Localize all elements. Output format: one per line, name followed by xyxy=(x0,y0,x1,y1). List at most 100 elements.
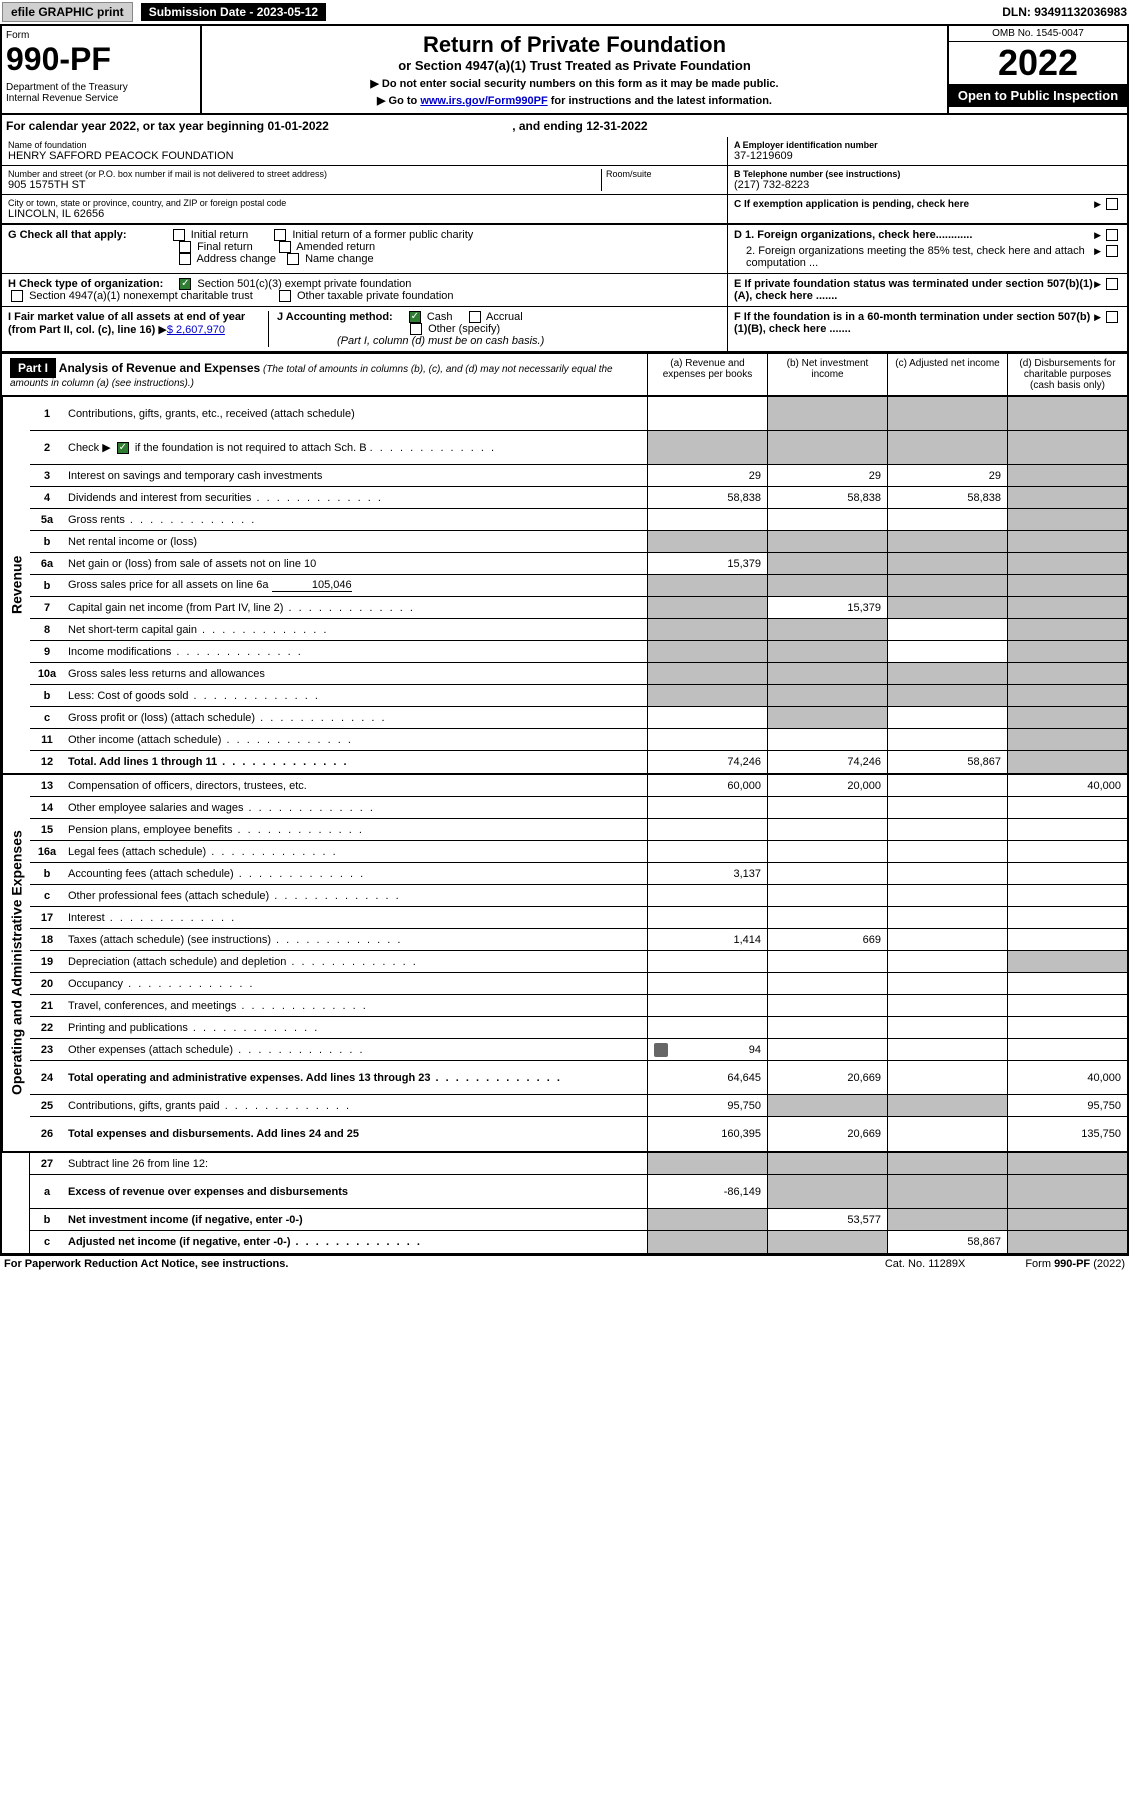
j-note: (Part I, column (d) must be on cash basi… xyxy=(337,335,544,347)
line-19-desc: Depreciation (attach schedule) and deple… xyxy=(64,954,647,970)
j-accrual-checkbox[interactable] xyxy=(469,311,481,323)
c-checkbox[interactable] xyxy=(1106,198,1118,210)
line-3-desc: Interest on savings and temporary cash i… xyxy=(64,468,647,484)
line-5a-desc: Gross rents xyxy=(64,512,647,528)
ein-value: 37-1219609 xyxy=(734,150,1121,162)
line-6a-desc: Net gain or (loss) from sale of assets n… xyxy=(64,556,647,572)
r3-a: 29 xyxy=(647,465,767,486)
revenue-table: Revenue 1Contributions, gifts, grants, e… xyxy=(0,397,1129,775)
g-final-checkbox[interactable] xyxy=(179,241,191,253)
f-label: F If the foundation is in a 60-month ter… xyxy=(734,311,1094,347)
dln-text: DLN: 93491132036983 xyxy=(1002,5,1127,19)
i-value: $ 2,607,970 xyxy=(167,324,225,336)
r7-b: 15,379 xyxy=(767,597,887,618)
arrow-icon xyxy=(1094,311,1103,347)
h-other-checkbox[interactable] xyxy=(279,290,291,302)
line-24-desc: Total operating and administrative expen… xyxy=(64,1070,647,1086)
g-former-checkbox[interactable] xyxy=(274,229,286,241)
form-link[interactable]: www.irs.gov/Form990PF xyxy=(420,95,547,107)
part1-header-row: Part I Analysis of Revenue and Expenses … xyxy=(0,353,1129,397)
r13-b: 20,000 xyxy=(767,775,887,796)
phone-value: (217) 732-8223 xyxy=(734,179,1121,191)
r24-a: 64,645 xyxy=(647,1061,767,1094)
title-note1: ▶ Do not enter social security numbers o… xyxy=(208,77,941,90)
d1-label: D 1. Foreign organizations, check here..… xyxy=(734,229,1094,241)
footer-left: For Paperwork Reduction Act Notice, see … xyxy=(4,1258,288,1270)
title-note2: ▶ Go to www.irs.gov/Form990PF for instru… xyxy=(208,94,941,107)
line-16b-desc: Accounting fees (attach schedule) xyxy=(64,866,647,882)
r3-b: 29 xyxy=(767,465,887,486)
h-4947-checkbox[interactable] xyxy=(11,290,23,302)
j-cash-checkbox[interactable] xyxy=(409,311,421,323)
line-1-desc: Contributions, gifts, grants, etc., rece… xyxy=(64,406,647,422)
line-16a-desc: Legal fees (attach schedule) xyxy=(64,844,647,860)
r18-b: 669 xyxy=(767,929,887,950)
r4-c: 58,838 xyxy=(887,487,1007,508)
j-label: J Accounting method: xyxy=(277,311,393,323)
h-label: H Check type of organization: xyxy=(8,278,163,290)
r6a-a: 15,379 xyxy=(647,553,767,574)
r4-a: 58,838 xyxy=(647,487,767,508)
line-10a-desc: Gross sales less returns and allowances xyxy=(64,666,647,682)
g-initial-checkbox[interactable] xyxy=(173,229,185,241)
attachment-icon[interactable] xyxy=(654,1043,668,1057)
line-9-desc: Income modifications xyxy=(64,644,647,660)
form-header: Form 990-PF Department of the TreasuryIn… xyxy=(0,24,1129,115)
expenses-table: Operating and Administrative Expenses 13… xyxy=(0,775,1129,1153)
part1-title: Analysis of Revenue and Expenses xyxy=(59,361,260,375)
r23-a: 94 xyxy=(647,1039,767,1060)
footer-mid: Cat. No. 11289X xyxy=(885,1258,966,1270)
r27a-a: -86,149 xyxy=(647,1175,767,1208)
line-8-desc: Net short-term capital gain xyxy=(64,622,647,638)
h-501c3-checkbox[interactable] xyxy=(179,278,191,290)
d1-checkbox[interactable] xyxy=(1106,229,1118,241)
line-26-desc: Total expenses and disbursements. Add li… xyxy=(64,1126,647,1142)
revenue-side-label: Revenue xyxy=(2,397,30,773)
schb-checkbox[interactable] xyxy=(117,442,129,454)
r26-a: 160,395 xyxy=(647,1117,767,1151)
title-sub: or Section 4947(a)(1) Trust Treated as P… xyxy=(208,58,941,73)
section-h-e-row: H Check type of organization: Section 50… xyxy=(0,274,1129,307)
address: 905 1575TH ST xyxy=(8,179,601,191)
line-10b-desc: Less: Cost of goods sold xyxy=(64,688,647,704)
r12-b: 74,246 xyxy=(767,751,887,773)
r12-c: 58,867 xyxy=(887,751,1007,773)
section-g-d-row: G Check all that apply: Initial return I… xyxy=(0,225,1129,274)
efile-button[interactable]: efile GRAPHIC print xyxy=(2,2,133,22)
section-i-j-f-row: I Fair market value of all assets at end… xyxy=(0,307,1129,353)
line-5b-desc: Net rental income or (loss) xyxy=(64,534,647,550)
line-17-desc: Interest xyxy=(64,910,647,926)
g-amended-checkbox[interactable] xyxy=(279,241,291,253)
top-bar: efile GRAPHIC print Submission Date - 20… xyxy=(0,0,1129,24)
j-other-checkbox[interactable] xyxy=(410,323,422,335)
f-checkbox[interactable] xyxy=(1106,311,1118,323)
line-12-desc: Total. Add lines 1 through 11 xyxy=(64,754,647,770)
addr-label: Number and street (or P.O. box number if… xyxy=(8,169,601,179)
d2-checkbox[interactable] xyxy=(1106,245,1118,257)
g-name-checkbox[interactable] xyxy=(287,253,299,265)
line-4-desc: Dividends and interest from securities xyxy=(64,490,647,506)
line-16c-desc: Other professional fees (attach schedule… xyxy=(64,888,647,904)
line-11-desc: Other income (attach schedule) xyxy=(64,732,647,748)
line-15-desc: Pension plans, employee benefits xyxy=(64,822,647,838)
g-address-checkbox[interactable] xyxy=(179,253,191,265)
line-18-desc: Taxes (attach schedule) (see instruction… xyxy=(64,932,647,948)
e-checkbox[interactable] xyxy=(1106,278,1118,290)
line-25-desc: Contributions, gifts, grants paid xyxy=(64,1098,647,1114)
e-label: E If private foundation status was termi… xyxy=(734,278,1094,302)
r25-a: 95,750 xyxy=(647,1095,767,1116)
submission-date: Submission Date - 2023-05-12 xyxy=(141,3,326,21)
r27c-c: 58,867 xyxy=(887,1231,1007,1253)
g-label: G Check all that apply: xyxy=(8,229,127,241)
line-2-desc: Check ▶ if the foundation is not require… xyxy=(64,439,647,456)
line-7-desc: Capital gain net income (from Part IV, l… xyxy=(64,600,647,616)
phone-label: B Telephone number (see instructions) xyxy=(734,169,1121,179)
foundation-name: HENRY SAFFORD PEACOCK FOUNDATION xyxy=(8,150,721,162)
r16b-a: 3,137 xyxy=(647,863,767,884)
omb-number: OMB No. 1545-0047 xyxy=(949,26,1127,42)
col-b-header: (b) Net investment income xyxy=(767,354,887,395)
col-d-header: (d) Disbursements for charitable purpose… xyxy=(1007,354,1127,395)
line-21-desc: Travel, conferences, and meetings xyxy=(64,998,647,1014)
page-footer: For Paperwork Reduction Act Notice, see … xyxy=(0,1255,1129,1272)
tax-year: 2022 xyxy=(949,42,1127,84)
